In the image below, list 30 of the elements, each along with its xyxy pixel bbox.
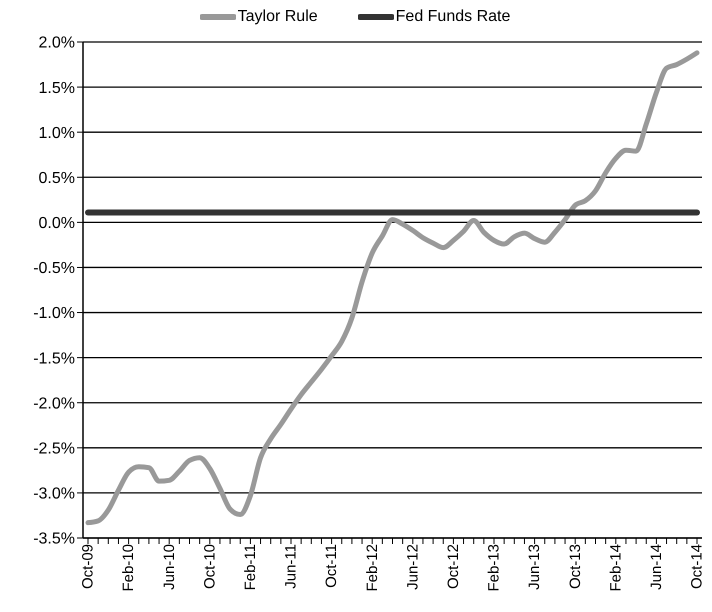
x-tick-label: Feb-11	[242, 544, 260, 590]
y-tick-label: 0.5%	[38, 170, 75, 187]
x-tick-label: Jun-13	[526, 544, 544, 590]
x-tick-label: Jun-11	[282, 544, 300, 589]
y-tick-label: -1.5%	[33, 350, 75, 368]
legend-label: Fed Funds Rate	[396, 8, 510, 26]
x-tick-label: Oct-13	[566, 544, 584, 590]
y-tick-label: -3.0%	[33, 486, 75, 503]
x-tick-label: Feb-13	[486, 544, 503, 592]
x-tick-label: Oct-11	[323, 544, 340, 588]
x-tick-label: Oct-12	[445, 544, 462, 590]
y-tick-label: -2.0%	[33, 395, 75, 412]
x-tick-label: Oct-10	[201, 544, 218, 590]
y-tick-label: -1.0%	[33, 305, 75, 322]
x-tick-label: Feb-14	[607, 544, 624, 592]
x-tick-label: Jun-12	[404, 544, 422, 590]
x-tick-label: Jun-10	[160, 544, 178, 590]
y-tick-label: -2.5%	[33, 440, 75, 458]
y-tick-label: 2.0%	[38, 34, 75, 52]
y-tick-label: 0.0%	[38, 215, 75, 232]
y-tick-label: -3.5%	[33, 530, 75, 548]
x-tick-label: Oct-09	[80, 544, 97, 590]
y-tick-label: 1.0%	[38, 124, 75, 142]
legend-label: Taylor Rule	[238, 8, 318, 26]
y-tick-label: -0.5%	[33, 260, 75, 278]
x-tick-label: Jun-14	[648, 544, 666, 590]
y-tick-label: 1.5%	[38, 80, 75, 97]
x-tick-label: Feb-10	[120, 544, 138, 592]
x-tick-label: Oct-14	[688, 544, 706, 590]
x-tick-label: Feb-12	[364, 544, 381, 592]
